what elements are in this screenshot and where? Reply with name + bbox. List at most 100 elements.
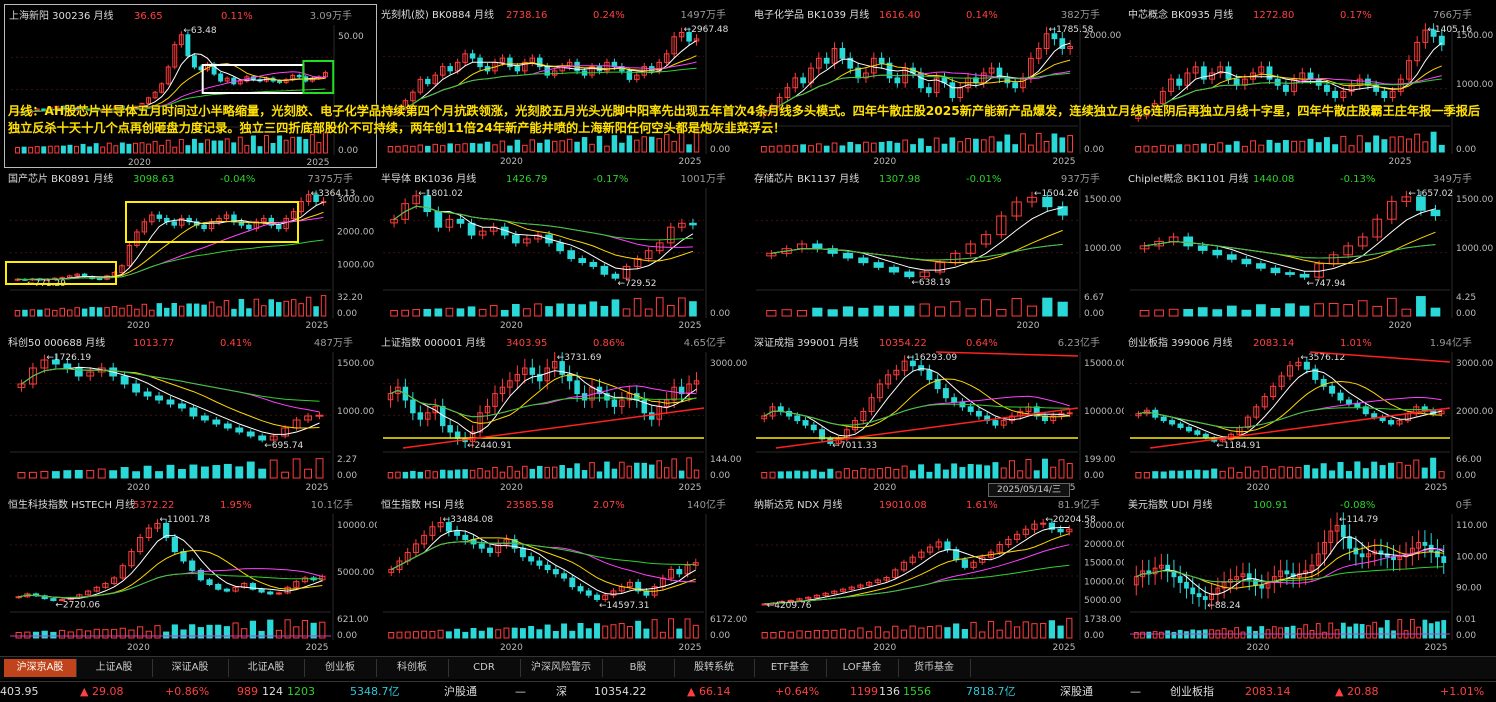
volume-bar xyxy=(893,468,900,479)
volume-bar xyxy=(492,466,498,479)
volume-bar xyxy=(41,630,48,639)
low-label: ←7011.33 xyxy=(832,441,877,451)
volume-bar xyxy=(933,137,940,153)
volume-bar xyxy=(894,142,901,153)
candle-body xyxy=(996,215,1007,236)
sz-connect-label[interactable]: 深股通 xyxy=(1060,685,1093,698)
volume-bar xyxy=(1404,464,1411,479)
candle-body xyxy=(671,36,677,55)
tab-2[interactable]: 深证A股 xyxy=(152,659,229,677)
panel-change: 0.86% xyxy=(593,338,625,349)
tab-1[interactable]: 上证A股 xyxy=(76,659,153,677)
candle-body xyxy=(1168,78,1174,92)
volume-bar xyxy=(439,469,446,479)
chart-panel[interactable]: ←1657.02 ←747.94 1500.00 1000.00 4.25 0.00 202… xyxy=(1124,168,1496,332)
chart-panel[interactable]: ←1405.16 1500.00 1000.00 0.00 2025 中芯概念 BK093… xyxy=(1124,4,1496,168)
volume-zero-label: 0.00 xyxy=(1084,471,1104,481)
candle-body xyxy=(589,261,598,267)
candle-body xyxy=(933,77,940,94)
volume-bar xyxy=(454,144,461,153)
volume-bar xyxy=(1192,143,1199,153)
x-tick-label: 2025 xyxy=(307,158,330,168)
volume-bar xyxy=(152,140,158,154)
ma60-line xyxy=(17,88,326,114)
chart-panel[interactable]: ←3364.13 ←771.29 3000.00 2000.00 1000.00 32.2… xyxy=(4,168,377,332)
candle-body xyxy=(1320,378,1327,387)
tab-6[interactable]: CDR xyxy=(448,659,521,677)
candle-body xyxy=(166,399,175,405)
chart-panel[interactable]: ←33484.08 ←14597.31 6172.00 0.00 2020 2025 恒生指… xyxy=(377,494,750,654)
candle-body xyxy=(870,57,877,74)
volume-bar xyxy=(980,299,992,317)
chart-panel[interactable]: ←16293.09 ←7011.33 15000.00 10000.00 199.00 0… xyxy=(750,332,1124,494)
chart-panel[interactable]: ←1504.26 ←638.19 1500.00 1000.00 6.67 0.00 202… xyxy=(750,168,1124,332)
volume-bar xyxy=(111,628,118,639)
chart-panel[interactable]: ←3731.69 ←2440.91 3000.00 144.00 0.00 2020 202… xyxy=(377,332,750,494)
x-tick-label: 2020 xyxy=(128,158,151,168)
volume-bar xyxy=(589,143,595,153)
chart-panel[interactable]: ←114.79 ←88.24 110.00 100.00 90.00 0.01 0.00 20… xyxy=(1124,494,1496,654)
volume-zero-label: 0.00 xyxy=(1456,309,1476,319)
kline-chart: ←2967.48 0.00 2020 2025 xyxy=(383,24,730,167)
candle-body xyxy=(1048,522,1056,530)
volume-bar xyxy=(1152,471,1159,479)
chart-panel[interactable]: ←2967.48 0.00 2020 2025 光刻机(胶) BK0884 月线 2738… xyxy=(377,4,750,168)
volume-bar xyxy=(470,627,477,639)
volume-bar xyxy=(886,141,893,153)
chart-panel[interactable]: ←1801.02 ←729.52 0.00 2020 2025 半导体 BK1036 月线… xyxy=(377,168,750,332)
volume-bar xyxy=(313,306,319,317)
cy-index-label[interactable]: 创业板指 xyxy=(1170,685,1214,698)
chart-panel[interactable]: ←1726.19 ←695.74 1500.00 1000.00 2.27 0.00 202… xyxy=(4,332,377,494)
chart-panel[interactable]: ←3576.12 ←1184.91 3000.00 2000.00 66.00 0.00 2… xyxy=(1124,332,1496,494)
x-tick-label: 2025 xyxy=(306,483,329,493)
tab-8[interactable]: B股 xyxy=(602,659,675,677)
volume-bar xyxy=(1160,471,1167,479)
volume-bar xyxy=(447,143,453,153)
tab-11[interactable]: LOF基金 xyxy=(826,659,899,677)
candle-body xyxy=(1348,84,1355,92)
cy-index-pct: +1.01% xyxy=(1440,685,1485,698)
volume-bar xyxy=(1347,626,1352,639)
candle-body xyxy=(1241,258,1252,265)
candle-body xyxy=(172,44,178,68)
tab-0[interactable]: 沪深京A股 xyxy=(4,659,77,677)
candle-body xyxy=(1416,196,1426,211)
chart-panel[interactable]: ←11001.78 ←2720.06 10000.00 5000.00 621.00 0.… xyxy=(4,494,377,654)
candle-body xyxy=(919,271,930,278)
candle-body xyxy=(1359,553,1365,558)
candle-body xyxy=(1435,550,1440,558)
tab-7[interactable]: 沪深风险警示 xyxy=(520,659,603,677)
chart-panel[interactable]: ←1785.58 2000.00 0.00 2020 2025 电子化学品 BK1039 … xyxy=(750,4,1124,168)
volume-bar xyxy=(760,146,767,153)
volume-bar xyxy=(305,296,312,317)
y-tick-label: 15000.00 xyxy=(1084,359,1124,369)
volume-bar xyxy=(634,139,640,153)
candle-body xyxy=(499,57,506,63)
candle-body xyxy=(1050,415,1057,422)
panel-title: 光刻机(胶) BK0884 月线 xyxy=(381,10,495,21)
sz-index-label[interactable]: 深 xyxy=(556,685,567,698)
sh-connect-label[interactable]: 沪股通 xyxy=(444,685,477,698)
tab-3[interactable]: 北证A股 xyxy=(228,659,305,677)
volume-bar xyxy=(919,303,930,317)
tab-9[interactable]: 股转系统 xyxy=(674,659,755,677)
volume-bar xyxy=(1139,310,1150,317)
candle-body xyxy=(267,591,274,595)
volume-bar xyxy=(212,465,221,479)
volume-bar xyxy=(1266,139,1273,153)
candle-body xyxy=(835,438,842,444)
y-tick-label: 2000.00 xyxy=(1084,31,1121,41)
tab-10[interactable]: ETF基金 xyxy=(754,659,827,677)
candle-body xyxy=(1261,396,1268,408)
chart-panel[interactable]: ←63.48 50.00 0.00 2020 2025 上海新阳 300236 月线 36.… xyxy=(4,4,377,168)
candle-body xyxy=(40,359,49,369)
volume-bar xyxy=(106,142,112,154)
volume-bar xyxy=(1026,305,1038,317)
tab-5[interactable]: 科创板 xyxy=(376,659,449,677)
panel-change: 1.01% xyxy=(1340,338,1372,349)
high-label: ←1726.19 xyxy=(46,353,91,363)
tab-12[interactable]: 货币基金 xyxy=(898,659,971,677)
candle-body xyxy=(1284,570,1290,575)
tab-4[interactable]: 创业板 xyxy=(304,659,377,677)
chart-panel[interactable]: ←20204.58 ←4209.76 30000.00 20000.00 15000.0… xyxy=(750,494,1124,654)
